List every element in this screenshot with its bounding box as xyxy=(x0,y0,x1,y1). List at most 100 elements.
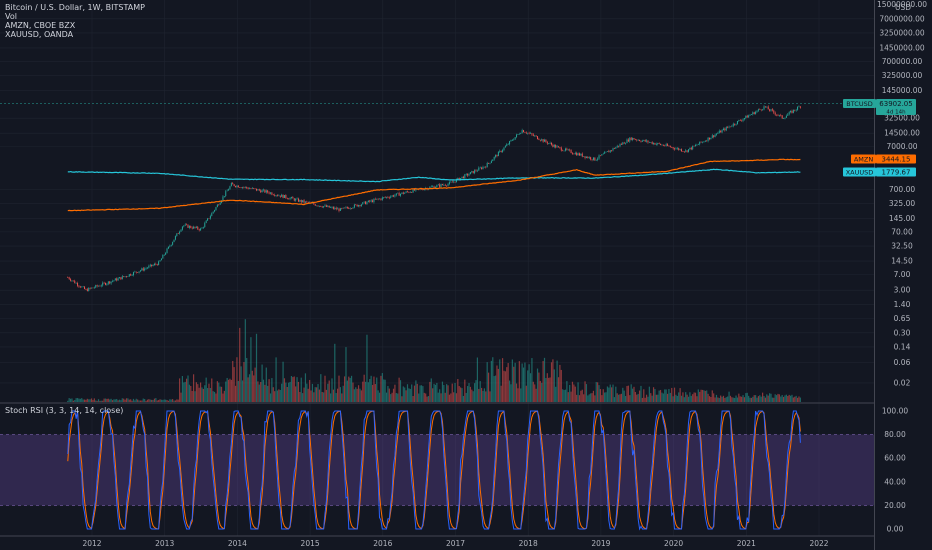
volume-bar xyxy=(685,392,687,402)
volume-bar xyxy=(494,375,497,402)
volume-bar xyxy=(100,400,102,402)
btc-candle xyxy=(190,226,192,228)
btc-candle xyxy=(664,145,666,147)
volume-bar xyxy=(215,393,217,402)
btc-candle xyxy=(321,206,323,208)
legend-volume[interactable]: Vol xyxy=(5,12,17,21)
stoch-rsi-title[interactable]: Stoch RSI (3, 3, 14, 14, close) xyxy=(5,406,124,415)
btc-candle xyxy=(488,162,490,164)
btc-candle xyxy=(285,195,287,199)
time-axis[interactable]: 2012 2013 2014 2015 2016 2017 2018 2019 2020 2021… xyxy=(82,539,828,548)
volume-bar xyxy=(433,383,435,402)
btc-candle xyxy=(172,242,174,245)
volume-bar xyxy=(341,393,343,402)
volume-bar xyxy=(303,387,305,402)
volume-bar xyxy=(727,396,729,402)
volume-bar xyxy=(413,385,416,402)
amzn-value-chip xyxy=(876,154,916,164)
volume-bar xyxy=(219,386,221,402)
volume-bar xyxy=(446,384,448,402)
volume-bar xyxy=(297,381,300,402)
volume-bar xyxy=(265,367,267,402)
btc-candle xyxy=(636,139,638,141)
volume-bar xyxy=(120,400,122,402)
volume-bar xyxy=(549,377,551,402)
btc-candle xyxy=(204,223,206,228)
btc-candle xyxy=(394,195,396,197)
btc-candle xyxy=(458,177,460,181)
volume-bar xyxy=(759,395,761,402)
volume-bar xyxy=(142,398,144,402)
volume-bar xyxy=(321,391,323,402)
volume-bar xyxy=(532,381,534,402)
btc-candle xyxy=(788,112,790,115)
volume-bar xyxy=(163,399,165,402)
btc-candle xyxy=(423,188,425,191)
time-tick-label: 2012 xyxy=(82,539,101,548)
btc-candle xyxy=(195,226,197,228)
volume-bar xyxy=(378,392,381,402)
volume-bar xyxy=(746,392,748,402)
volume-bar xyxy=(454,382,456,402)
btc-candle xyxy=(98,285,100,287)
volume-bar xyxy=(367,382,369,402)
btc-candle xyxy=(194,226,196,228)
btc-candle xyxy=(514,137,516,140)
btc-candle xyxy=(286,198,288,199)
btc-candle xyxy=(272,194,274,196)
btc-candle xyxy=(581,153,583,157)
volume-bar xyxy=(222,393,224,402)
legend-compare-amzn[interactable]: AMZN, CBOE BZX xyxy=(5,21,76,30)
price-tick-label: 3250000.00 xyxy=(879,28,925,37)
volume-bar xyxy=(299,392,301,402)
btc-candle xyxy=(686,150,688,152)
volume-bar xyxy=(517,388,519,402)
btc-candle xyxy=(75,283,77,284)
volume-bar xyxy=(511,359,513,402)
time-tick-label: 2017 xyxy=(446,539,465,548)
btc-candle xyxy=(510,140,512,142)
volume-bar xyxy=(388,388,390,402)
price-tick-label: 145.00 xyxy=(889,214,915,223)
volume-bar xyxy=(239,327,241,402)
volume-bar xyxy=(560,369,562,402)
btc-candle xyxy=(450,181,452,183)
volume-bar xyxy=(229,378,231,402)
volume-bar xyxy=(717,397,719,402)
btc-candle xyxy=(762,109,764,111)
btc-candle xyxy=(127,276,129,277)
price-axis[interactable]: USD 15000000.00 7000000.00 3250000.00 14500… xyxy=(877,0,927,387)
btc-candle xyxy=(518,134,520,135)
btc-candle xyxy=(590,157,592,160)
btc-candle xyxy=(209,216,211,219)
volume-bar xyxy=(721,396,723,402)
btc-candle xyxy=(605,151,607,153)
btc-candle xyxy=(701,141,703,143)
btc-candle xyxy=(688,149,690,152)
btc-candle xyxy=(328,205,330,208)
volume-bar xyxy=(279,390,281,402)
btc-candle xyxy=(483,166,485,168)
btc-candle xyxy=(496,155,498,157)
btc-candle xyxy=(215,207,217,211)
volume-bar xyxy=(592,390,595,402)
btc-candle xyxy=(275,195,277,196)
volume-bar xyxy=(257,381,259,402)
btc-candle xyxy=(405,191,407,193)
legend-compare-xau[interactable]: XAUUSD, OANDA xyxy=(5,30,74,39)
volume-bar xyxy=(627,385,629,402)
chart-legend: Bitcoin / U.S. Dollar, 1W, BITSTAMP Vol … xyxy=(5,3,145,39)
volume-bar xyxy=(468,383,470,402)
btc-candle xyxy=(462,176,464,179)
btc-candle xyxy=(551,142,553,145)
volume-bar xyxy=(706,390,708,402)
btc-candle xyxy=(135,271,137,273)
btc-candle xyxy=(784,117,786,119)
volume-bar xyxy=(144,398,146,402)
volume-bar xyxy=(571,381,574,402)
volume-bar xyxy=(342,385,344,402)
volume-bar xyxy=(782,396,785,402)
legend-main-symbol[interactable]: Bitcoin / U.S. Dollar, 1W, BITSTAMP xyxy=(5,3,145,12)
btc-candle xyxy=(387,196,389,198)
